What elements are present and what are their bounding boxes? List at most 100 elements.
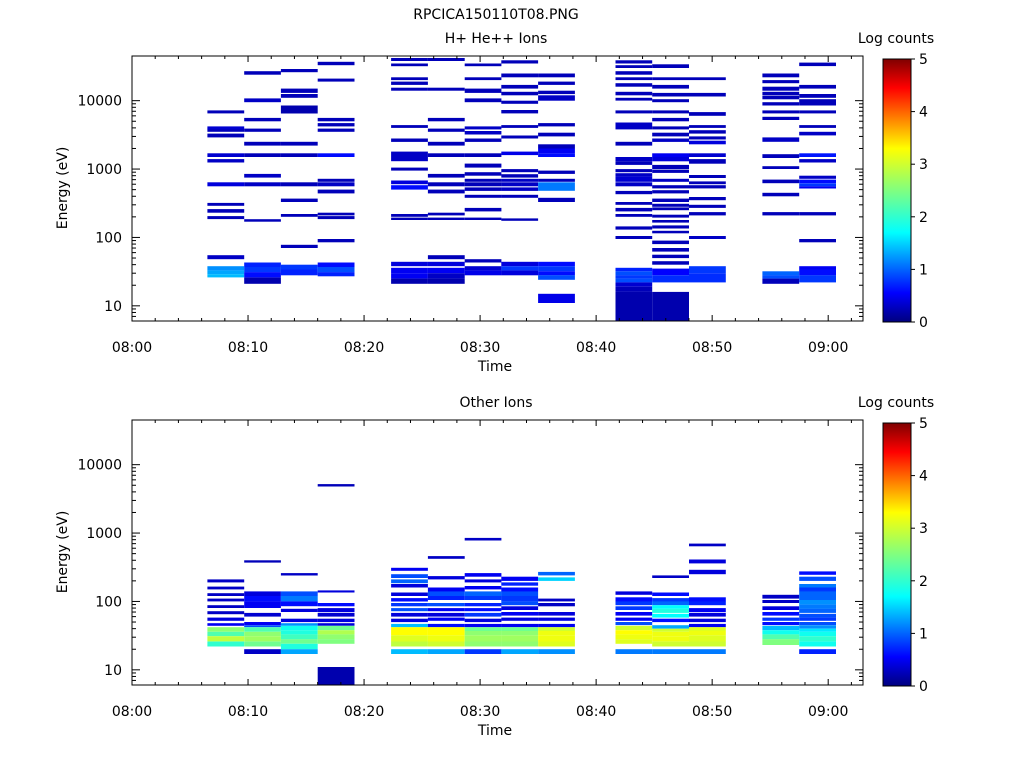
heatmap-cell [427, 556, 465, 559]
heatmap-cell [427, 212, 465, 216]
heatmap-cell [762, 622, 800, 626]
heatmap-cell [280, 591, 318, 596]
heatmap-cell [538, 598, 575, 602]
heatmap-cells [207, 58, 836, 321]
heatmap-cell [652, 248, 689, 252]
heatmap-cell [501, 627, 539, 631]
heatmap-cell [652, 268, 689, 276]
heatmap-cell [244, 625, 281, 628]
heatmap-cell [501, 576, 539, 581]
heatmap-cell [207, 579, 245, 583]
heatmap-cell [464, 627, 502, 631]
heatmap-cell [207, 255, 245, 260]
heatmap-cell [464, 596, 502, 600]
heatmap-cell [501, 623, 539, 628]
heatmap-cell [762, 278, 800, 284]
heatmap-cell [799, 584, 836, 588]
x-tick-label: 08:30 [460, 340, 500, 356]
heatmap-cell [501, 635, 539, 642]
heatmap-cell [762, 271, 800, 276]
heatmap-cell [652, 153, 689, 157]
heatmap-cell [244, 262, 281, 267]
heatmap-cell [244, 622, 281, 626]
heatmap-cell [615, 649, 653, 654]
heatmap-cell [689, 185, 726, 189]
heatmap-cell [762, 73, 800, 78]
heatmap-cell [280, 105, 318, 114]
plot-frame [131, 55, 864, 322]
heatmap-cell [689, 623, 726, 628]
heatmap-cell [244, 601, 281, 608]
heatmap-cell [615, 207, 653, 212]
heatmap-cell [689, 204, 726, 208]
y-axis-label: Energy (eV) [55, 511, 71, 594]
heatmap-cell [464, 138, 502, 142]
heatmap-cell [427, 641, 465, 647]
x-tick-label: 08:10 [228, 704, 268, 720]
heatmap-cell [615, 236, 653, 239]
heatmap-cell [464, 187, 502, 191]
heatmap-cell [391, 641, 428, 647]
heatmap-cell [689, 635, 726, 642]
heatmap-cell [799, 600, 836, 605]
heatmap-cell [391, 603, 428, 607]
x-tick-label: 08:40 [576, 704, 616, 720]
heatmap-cell [317, 212, 355, 216]
heatmap-cell [652, 275, 689, 283]
heatmap-cell [317, 630, 355, 635]
heatmap-cell [317, 590, 355, 593]
colorbar-ticks: 0 1 2 3 4 5 [911, 52, 928, 331]
heatmap-cell [689, 130, 726, 134]
heatmap-cell [317, 639, 355, 644]
heatmap-cell [538, 261, 575, 267]
heatmap-cell [427, 603, 465, 607]
heatmap-cell [244, 596, 281, 602]
heatmap-cell [652, 84, 689, 89]
colorbar-tick-label: 4 [919, 469, 928, 485]
heatmap-cell [391, 185, 428, 190]
heatmap-cell [538, 153, 575, 157]
heatmap-cell [799, 125, 836, 128]
heatmap-cell [501, 84, 539, 89]
heatmap-cell [427, 267, 465, 274]
heatmap-cell [799, 636, 836, 642]
heatmap-cell [762, 275, 800, 279]
heatmap-cell [762, 625, 800, 631]
heatmap-cell [615, 122, 653, 127]
heatmap-cell [317, 272, 355, 277]
heatmap-cell [652, 575, 689, 578]
heatmap-cell [207, 216, 245, 220]
heatmap-cell [652, 207, 689, 211]
heatmap-cell [689, 159, 726, 164]
heatmap-cell [538, 623, 575, 628]
heatmap-cell [317, 603, 355, 607]
heatmap-cell [280, 623, 318, 626]
colorbar-label: Log counts [858, 31, 934, 47]
heatmap-cell [280, 269, 318, 276]
heatmap-cell [689, 641, 726, 647]
heatmap-cell [615, 157, 653, 162]
heatmap-cell [689, 612, 726, 617]
heatmap-cell [317, 189, 355, 194]
heatmap-cell [652, 608, 689, 613]
heatmap-cell [501, 151, 539, 156]
heatmap-cell [427, 217, 465, 220]
heatmap-cell [427, 141, 465, 146]
heatmap-cell [615, 630, 653, 635]
panel-h-he-ions: H+ He++ Ions 08:00 08:10 08:20 08:30 08:40 08… [55, 31, 934, 375]
y-tick-label: 100 [95, 594, 122, 610]
heatmap-cell [391, 649, 428, 654]
y-tick-label: 10 [104, 663, 122, 679]
y-axis: 10 100 1000 10000 [77, 94, 863, 322]
plot-frame [131, 419, 864, 686]
heatmap-cell [391, 261, 428, 267]
heatmap-cell [689, 618, 726, 623]
heatmap-cell [762, 154, 800, 158]
heatmap-cell [652, 291, 689, 321]
heatmap-cell [652, 225, 689, 229]
heatmap-cell [391, 584, 428, 588]
heatmap-cell [652, 628, 689, 632]
heatmap-cell [391, 167, 428, 171]
heatmap-cell [689, 181, 726, 185]
heatmap-cell [615, 60, 653, 64]
